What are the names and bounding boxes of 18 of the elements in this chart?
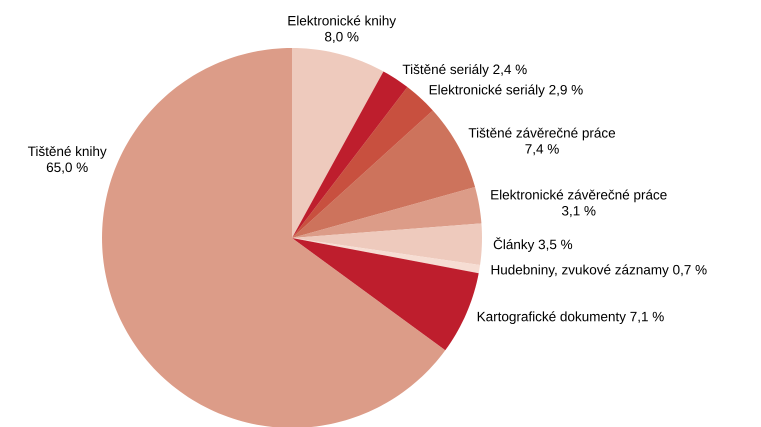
slice-label: Tištěné seriály — [402, 64, 489, 77]
data-label: 2,9 % — [549, 84, 583, 96]
slice-label: Elektronické knihy — [288, 15, 396, 28]
slice-label: Kartografické dokumenty — [478, 311, 626, 324]
data-label: 3,5 % — [538, 240, 572, 251]
data-label: 7,1 % — [630, 312, 664, 323]
slice-label: Hudebniny, zvukové záznamy — [492, 264, 669, 278]
data-label: 2,4 % — [493, 64, 527, 76]
slice-label: Tištěné závěrečné práce — [468, 128, 616, 140]
slice-label: Tištěné knihy — [28, 146, 107, 159]
data-label: 8,0 % — [325, 32, 358, 44]
data-label: 3,1 % — [562, 206, 596, 218]
slice-label: Články — [494, 237, 534, 252]
data-label: 0,7 % — [673, 264, 707, 276]
slice-label: Elektronické seriály — [430, 84, 545, 98]
data-label: 7,4 % — [525, 144, 559, 156]
slice-label: Elektronické závěrečné práce — [491, 189, 667, 202]
data-label: 65,0 % — [46, 162, 88, 174]
